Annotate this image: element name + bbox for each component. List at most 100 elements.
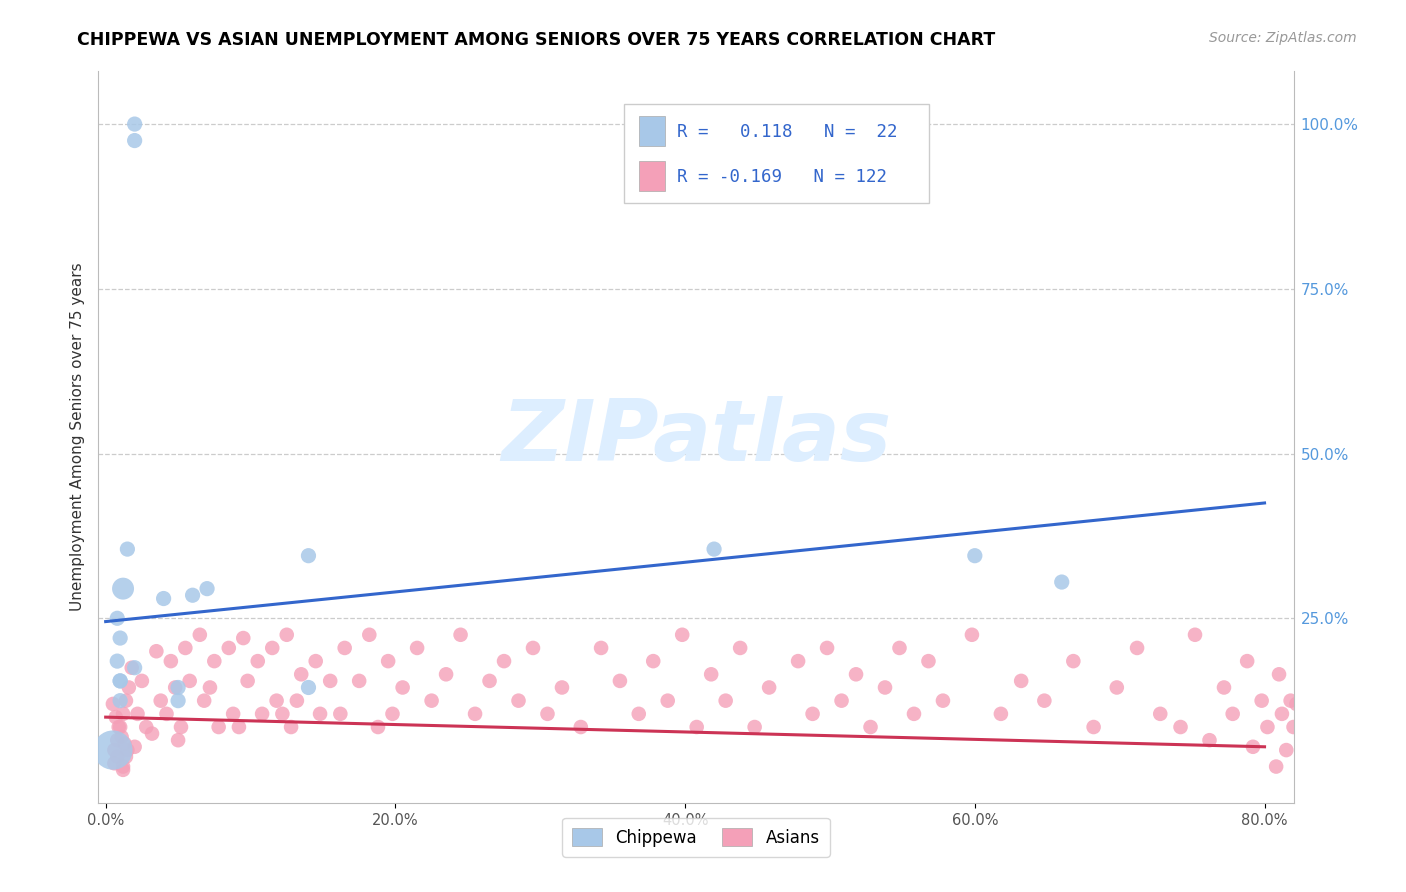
Point [152, 591, 174, 606]
Point [1184, 628, 1206, 642]
Point [367, 720, 389, 734]
Point [787, 654, 810, 668]
Point [285, 693, 308, 707]
Point [155, 706, 177, 721]
Point [714, 693, 737, 707]
Point [104, 710, 127, 724]
Point [381, 706, 404, 721]
Point [329, 706, 352, 721]
Point [124, 117, 146, 131]
Point [105, 733, 128, 747]
Point [222, 706, 245, 721]
Point [359, 628, 381, 642]
Point [932, 693, 955, 707]
Point [1265, 759, 1288, 773]
Point [290, 667, 312, 681]
Point [1236, 654, 1258, 668]
Bar [638, 116, 665, 145]
Point [135, 720, 157, 734]
Point [108, 673, 131, 688]
Point [124, 134, 146, 148]
Point [591, 640, 613, 655]
Point [703, 542, 725, 557]
Point [1241, 739, 1264, 754]
Point [127, 706, 149, 721]
Point [347, 673, 370, 688]
Point [108, 631, 131, 645]
Point [1268, 667, 1291, 681]
Point [101, 697, 124, 711]
Point [131, 673, 153, 688]
Point [208, 720, 231, 734]
Point [551, 681, 574, 695]
Point [609, 673, 631, 688]
Point [105, 749, 128, 764]
Point [1271, 706, 1294, 721]
Y-axis label: Unemployment Among Seniors over 75 years: Unemployment Among Seniors over 75 years [69, 263, 84, 611]
Point [246, 654, 269, 668]
Point [188, 628, 211, 642]
Point [105, 611, 128, 625]
Point [276, 628, 298, 642]
Point [110, 730, 132, 744]
Point [1285, 697, 1308, 711]
Point [236, 673, 259, 688]
Point [391, 681, 413, 695]
Point [115, 693, 138, 707]
Point [1105, 681, 1128, 695]
Point [202, 654, 225, 668]
Point [112, 706, 135, 721]
Point [319, 673, 342, 688]
Point [758, 681, 780, 695]
Point [167, 733, 190, 747]
Point [464, 706, 486, 721]
Point [1062, 654, 1084, 668]
Point [195, 582, 218, 596]
Point [179, 673, 201, 688]
Point [508, 693, 530, 707]
Point [117, 542, 139, 557]
Point [115, 749, 138, 764]
Point [108, 693, 131, 707]
Point [831, 693, 853, 707]
Point [297, 549, 319, 563]
Point [112, 759, 135, 773]
Legend: Chippewa, Asians: Chippewa, Asians [562, 818, 830, 856]
Point [1275, 743, 1298, 757]
Point [686, 720, 709, 734]
Point [671, 628, 693, 642]
Point [522, 640, 544, 655]
Point [112, 582, 135, 596]
Point [262, 640, 284, 655]
Point [266, 693, 288, 707]
Point [728, 640, 751, 655]
Point [271, 706, 294, 721]
Point [165, 681, 187, 695]
Point [1149, 706, 1171, 721]
Point [167, 693, 190, 707]
Point [181, 588, 204, 602]
Point [1126, 640, 1149, 655]
Point [873, 681, 896, 695]
Point [1050, 575, 1073, 590]
Point [103, 743, 125, 757]
Point [174, 640, 197, 655]
Point [917, 654, 939, 668]
Point [889, 640, 911, 655]
Point [420, 693, 443, 707]
Point [377, 654, 399, 668]
Point [1083, 720, 1105, 734]
Point [193, 693, 215, 707]
Text: CHIPPEWA VS ASIAN UNEMPLOYMENT AMONG SENIORS OVER 75 YEARS CORRELATION CHART: CHIPPEWA VS ASIAN UNEMPLOYMENT AMONG SEN… [77, 31, 995, 49]
Bar [638, 161, 665, 191]
Point [1010, 673, 1032, 688]
Point [333, 640, 356, 655]
Point [536, 706, 558, 721]
Point [107, 720, 129, 734]
Point [124, 661, 146, 675]
Point [700, 667, 723, 681]
Text: Source: ZipAtlas.com: Source: ZipAtlas.com [1209, 31, 1357, 45]
Point [117, 743, 139, 757]
Point [124, 739, 146, 754]
Point [167, 681, 190, 695]
